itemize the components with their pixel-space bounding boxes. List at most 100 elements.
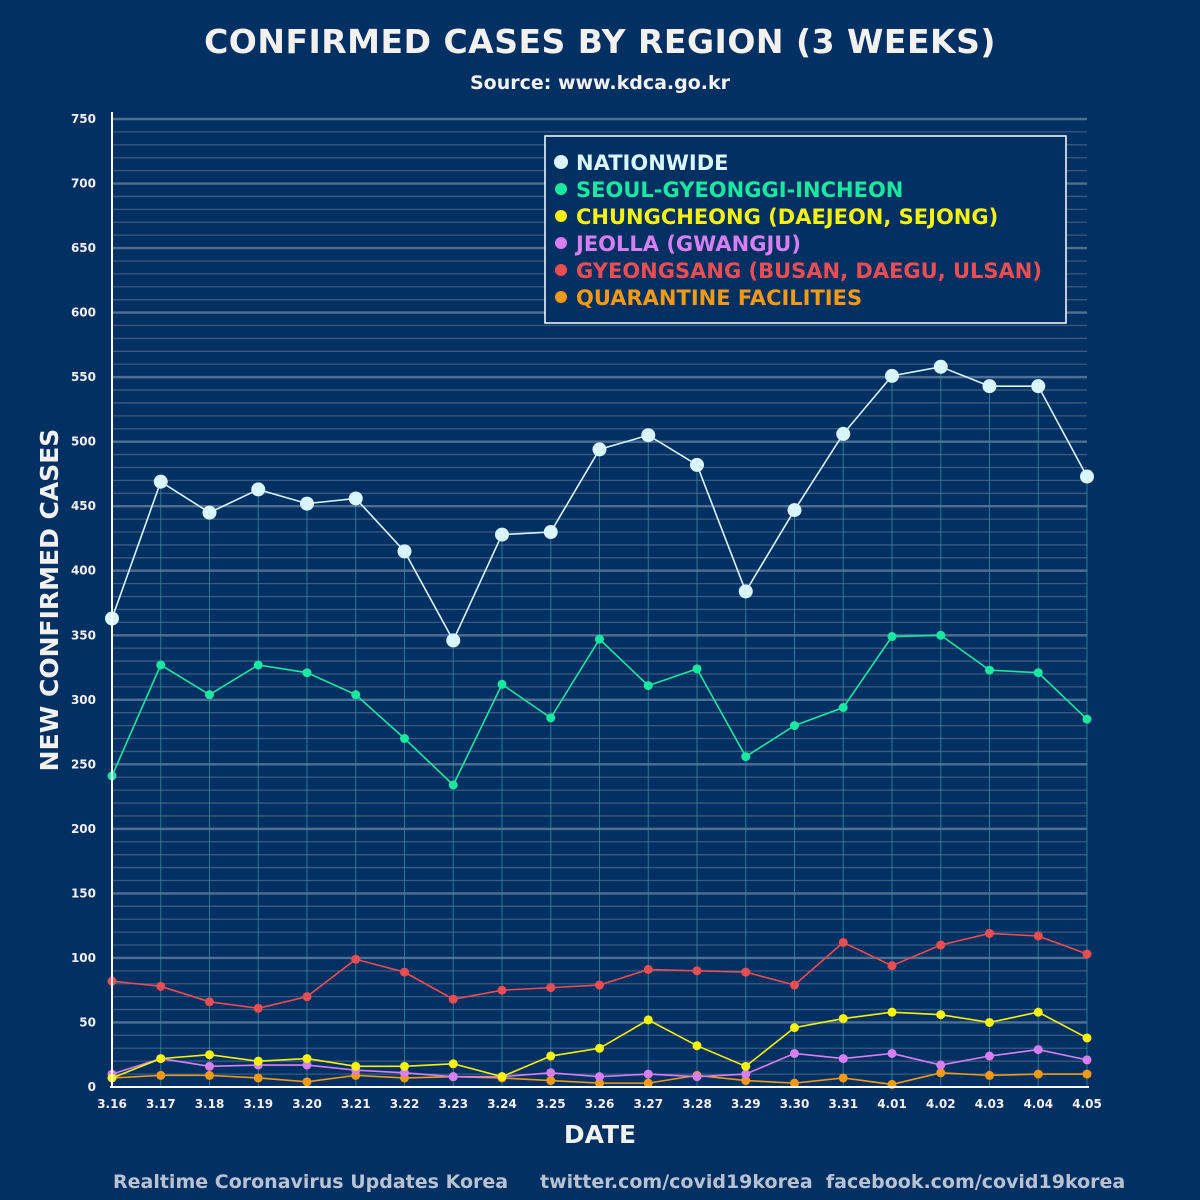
data-point-3 <box>302 1060 312 1070</box>
y-tick-label: 600 <box>71 306 96 320</box>
data-point-4 <box>985 928 994 938</box>
data-point-1 <box>936 630 946 640</box>
data-point-4 <box>692 966 702 976</box>
x-tick-label: 3.22 <box>390 1097 420 1111</box>
data-point-3 <box>448 1072 458 1082</box>
data-point-0 <box>982 379 997 394</box>
y-tick-label: 400 <box>71 564 96 578</box>
x-tick-label: 4.02 <box>926 1097 956 1111</box>
y-tick-label: 150 <box>71 886 96 900</box>
data-point-2 <box>692 1041 702 1051</box>
data-point-2 <box>643 1015 653 1025</box>
data-point-0 <box>543 525 558 540</box>
data-point-4 <box>156 981 166 991</box>
legend-marker-5 <box>555 291 567 303</box>
x-tick-label: 3.29 <box>731 1097 761 1111</box>
y-tick-label: 650 <box>71 241 96 255</box>
legend: NATIONWIDE SEOUL-GYEONGGI-INCHEON CHUNGCHE… <box>544 135 1067 324</box>
data-point-0 <box>836 426 851 441</box>
data-point-1 <box>838 703 848 713</box>
data-point-1 <box>692 664 702 674</box>
x-tick-label: 3.24 <box>487 1097 517 1111</box>
data-point-4 <box>400 967 409 977</box>
data-point-1 <box>497 679 507 689</box>
x-tick-label: 3.21 <box>341 1097 371 1111</box>
data-point-2 <box>351 1061 361 1071</box>
y-tick-label: 550 <box>71 370 96 384</box>
x-tick-label: 4.05 <box>1072 1097 1102 1111</box>
data-point-1 <box>595 634 604 644</box>
legend-entry-1: SEOUL-GYEONGGI-INCHEON <box>576 178 903 202</box>
chart-title: CONFIRMED CASES BY REGION (3 WEEKS) <box>204 22 996 61</box>
data-point-4 <box>546 983 556 993</box>
data-point-5 <box>790 1078 799 1088</box>
legend-entry-2: CHUNGCHEONG (DAEJEON, SEJONG) <box>576 205 998 229</box>
data-point-1 <box>253 660 263 670</box>
data-point-5 <box>838 1073 848 1083</box>
y-tick-label: 750 <box>71 112 96 126</box>
footer-social-links[interactable]: twitter.com/covid19korea facebook.com/co… <box>540 1171 1126 1193</box>
y-tick-label: 450 <box>71 499 96 513</box>
data-point-0 <box>397 544 412 559</box>
data-point-2 <box>1033 1007 1043 1017</box>
data-point-5 <box>546 1076 556 1086</box>
x-tick-label: 3.31 <box>828 1097 858 1111</box>
data-point-5 <box>1082 1069 1092 1079</box>
data-point-3 <box>1033 1045 1043 1055</box>
data-point-3 <box>643 1069 653 1079</box>
data-point-2 <box>887 1007 897 1017</box>
data-point-4 <box>790 980 799 990</box>
x-tick-label: 3.23 <box>438 1097 468 1111</box>
x-tick-label: 3.20 <box>292 1097 322 1111</box>
x-tick-label: 3.19 <box>243 1097 273 1111</box>
data-point-4 <box>887 961 897 971</box>
data-point-3 <box>838 1054 848 1064</box>
x-tick-label: 3.16 <box>97 1097 127 1111</box>
vertical-guides <box>111 366 1088 1087</box>
data-point-2 <box>253 1056 263 1066</box>
data-point-5 <box>936 1068 946 1078</box>
data-point-0 <box>495 527 509 542</box>
data-point-4 <box>741 967 751 977</box>
data-point-2 <box>400 1061 409 1071</box>
data-point-5 <box>253 1073 263 1083</box>
y-tick-label: 100 <box>71 951 96 965</box>
data-point-2 <box>448 1059 458 1069</box>
data-point-5 <box>302 1077 312 1087</box>
data-point-3 <box>692 1072 702 1082</box>
x-tick-label: 3.18 <box>195 1097 225 1111</box>
y-tick-label: 200 <box>71 822 96 836</box>
data-point-0 <box>348 491 363 506</box>
data-point-2 <box>838 1014 848 1024</box>
data-point-4 <box>302 992 312 1002</box>
data-point-4 <box>205 997 214 1007</box>
legend-marker-1 <box>555 183 567 195</box>
data-point-3 <box>205 1061 214 1071</box>
data-point-1 <box>302 668 312 678</box>
data-point-5 <box>156 1070 166 1080</box>
data-point-5 <box>1033 1069 1043 1079</box>
legend-entry-0: NATIONWIDE <box>576 151 729 175</box>
data-point-0 <box>933 359 948 374</box>
data-point-5 <box>205 1070 214 1080</box>
x-tick-label: 3.25 <box>536 1097 566 1111</box>
y-tick-label: 250 <box>71 757 96 771</box>
data-point-0 <box>300 496 314 511</box>
data-point-2 <box>497 1072 507 1082</box>
data-point-5 <box>741 1076 751 1086</box>
data-point-0 <box>1080 469 1094 484</box>
data-point-4 <box>351 954 361 964</box>
data-point-4 <box>253 1003 263 1013</box>
x-tick-label: 3.17 <box>146 1097 176 1111</box>
data-point-2 <box>546 1051 556 1061</box>
data-point-1 <box>985 665 994 675</box>
data-point-1 <box>205 690 214 700</box>
axes: 0 50 100 150 200 250 300 350 400 450 500 550 600 650 7… <box>71 112 1102 1111</box>
legend-marker-3 <box>555 237 567 249</box>
data-point-0 <box>446 633 461 648</box>
legend-entry-4: GYEONGSANG (BUSAN, DAEGU, ULSAN) <box>576 259 1042 283</box>
legend-entry-5: QUARANTINE FACILITIES <box>576 286 862 310</box>
data-point-5 <box>595 1078 604 1088</box>
x-tick-label: 3.30 <box>780 1097 810 1111</box>
legend-entry-3: JEOLLA (GWANGJU) <box>574 232 801 256</box>
